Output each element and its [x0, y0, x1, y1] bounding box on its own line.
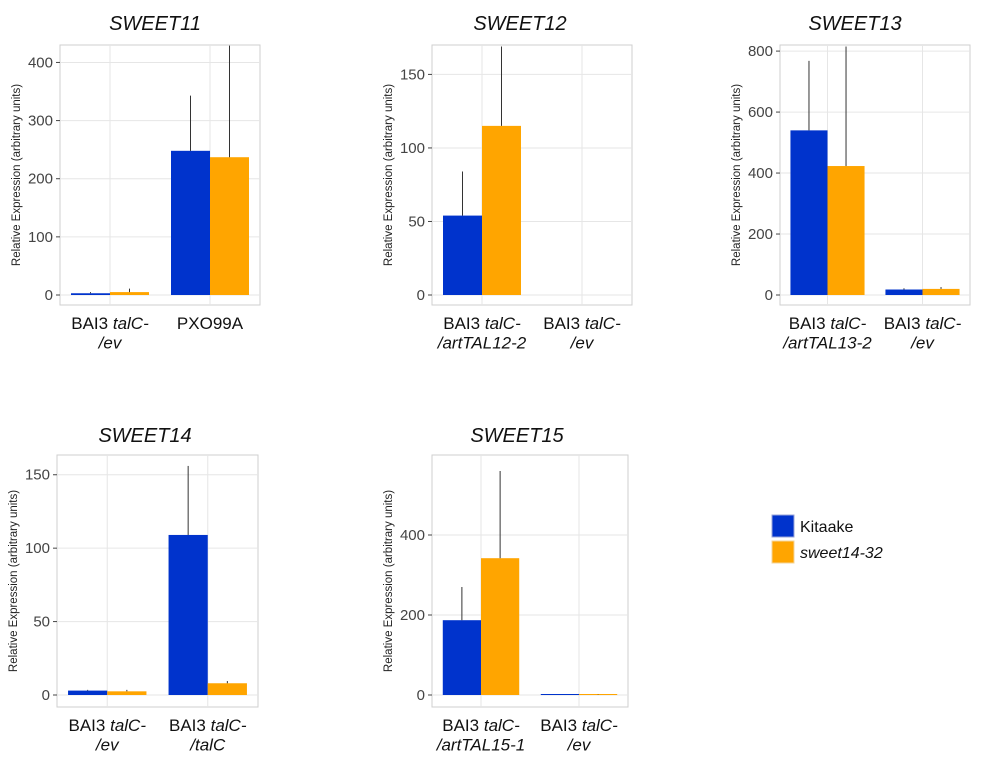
bar-sweet14-32-1	[922, 288, 960, 295]
chart-sweet12: 0 50 100 150 Relative Expression (arbitrary …	[383, 13, 633, 353]
bar-kitaake-0	[68, 690, 108, 695]
x-tick-label-1: PXO99A	[177, 314, 244, 333]
y-tick-label: 300	[28, 113, 53, 130]
plot-frame	[56, 454, 259, 708]
bar-kitaake-0	[71, 293, 110, 295]
bar-sweet14-32-0	[110, 292, 149, 295]
bar-sweet14-32-0	[481, 558, 520, 695]
chart-title: SWEET13	[808, 13, 901, 35]
x-tick-label-1: BAI3 talC-/ev	[543, 314, 621, 353]
y-axis-label: Relative Expression (arbitrary units)	[731, 84, 743, 266]
bar-kitaake-1	[168, 534, 208, 695]
y-tick-label: 150	[25, 467, 50, 484]
y-tick-label: 400	[400, 527, 425, 544]
y-axis-label: Relative Expression (arbitrary units)	[383, 84, 395, 266]
bar-sweet14-32-0	[827, 166, 865, 295]
y-tick-label: 600	[748, 104, 773, 121]
bar-sweet14-32-1	[207, 683, 247, 695]
y-tick-label: 0	[42, 687, 50, 704]
x-tick-label-1: BAI3 talC-/talC	[169, 716, 247, 755]
chart-title: SWEET15	[470, 425, 564, 447]
bar-kitaake-1	[885, 289, 923, 295]
x-tick-label-0: BAI3 talC-/artTAL13-2	[782, 314, 872, 353]
y-tick-label: 800	[748, 43, 773, 60]
y-axis-label: Relative Expression (arbitrary units)	[383, 490, 395, 672]
chart-sweet14: 0 50 100 150 Relative Expression (arbitrary …	[8, 425, 259, 755]
x-tick-label-0: BAI3 talC-/artTAL12-2	[437, 314, 527, 353]
bar-sweet14-32-0	[107, 691, 147, 695]
bar-kitaake-1	[171, 150, 210, 295]
x-tick-label-1: BAI3 talC-/ev	[884, 314, 962, 353]
y-tick-label: 0	[417, 687, 425, 704]
y-tick-label: 50	[33, 614, 50, 631]
x-tick-label-0: BAI3 talC-/ev	[69, 716, 147, 755]
chart-title: SWEET11	[109, 13, 201, 35]
y-axis-label: Relative Expression (arbitrary units)	[8, 490, 20, 672]
y-axis-label: Relative Expression (arbitrary units)	[11, 84, 23, 266]
bar-kitaake-1	[540, 694, 579, 695]
y-tick-label: 100	[400, 140, 425, 157]
y-tick-label: 0	[417, 287, 425, 304]
chart-sweet11: 0 100 200 300 400 Relative Expression (arbitr…	[11, 13, 261, 353]
y-tick-label: 200	[28, 171, 53, 188]
bar-sweet14-32-1	[210, 157, 249, 295]
bar-kitaake-0	[442, 620, 481, 695]
y-tick-label: 400	[748, 165, 773, 182]
legend-swatch-kitaake	[771, 514, 795, 538]
y-tick-label: 100	[25, 540, 50, 557]
legend-swatch-sweet14-32	[771, 540, 795, 564]
bar-kitaake-0	[790, 130, 828, 295]
legend-label-sweet14-32: sweet14-32	[800, 545, 883, 562]
y-tick-label: 50	[408, 213, 425, 230]
bar-kitaake-0	[443, 215, 482, 295]
x-tick-label-0: BAI3 talC-/artTAL15-1	[436, 716, 526, 755]
chart-title: SWEET14	[98, 425, 191, 447]
chart-sweet15: 0 200 400 Relative Expression (arbitrary un…	[383, 425, 629, 755]
y-tick-label: 0	[45, 287, 53, 304]
x-tick-label-0: BAI3 talC-/ev	[71, 314, 149, 353]
y-tick-label: 150	[400, 66, 425, 83]
y-tick-label: 200	[400, 607, 425, 624]
y-tick-label: 0	[765, 287, 773, 304]
bar-sweet14-32-0	[482, 125, 521, 295]
chart-sweet13: 0 200 400 600 800 Relative Expression (arbitr…	[731, 13, 971, 353]
legend-label-kitaake: Kitaake	[800, 519, 853, 536]
x-tick-label-1: BAI3 talC-/ev	[540, 716, 618, 755]
y-tick-label: 400	[28, 54, 53, 71]
y-tick-label: 200	[748, 226, 773, 243]
legend: Kitaake sweet14-32	[771, 514, 883, 564]
y-tick-label: 100	[28, 229, 53, 246]
chart-title: SWEET12	[473, 13, 566, 35]
chart-panels: 0 100 200 300 400 Relative Expression (arbitr…	[8, 13, 971, 755]
